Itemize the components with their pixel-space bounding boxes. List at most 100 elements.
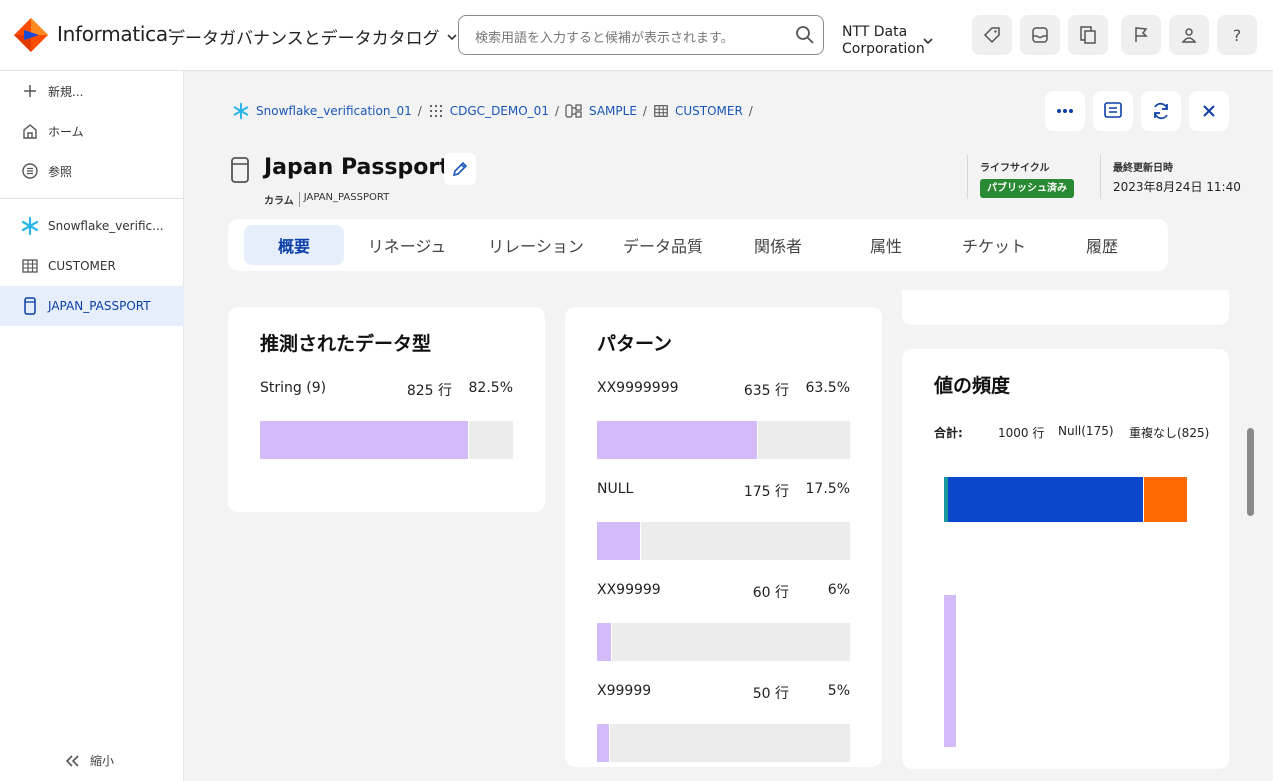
scrolled-card [902,290,1229,325]
pattern-bar-fill [597,522,642,560]
help-icon: ? [1232,25,1242,45]
breadcrumb-separator: / [554,104,559,118]
tab-attributes[interactable]: 属性 [869,237,902,256]
flag-button[interactable] [1121,15,1161,55]
tab-bar: 概要 リネージュ リレーション データ品質 関係者 属性 チケット 履歴 [228,219,1168,271]
pattern-bar-track [597,522,850,560]
breadcrumb-separator: / [748,104,753,118]
inferred-type-card: 推測されたデータ型 String (9) 825 行 82.5% [228,307,545,512]
null-segment[interactable] [944,477,948,522]
chevron-down-icon[interactable] [922,36,934,46]
breadcrumb-link[interactable]: CUSTOMER [674,104,743,118]
breadcrumb-link[interactable]: CDGC_DEMO_01 [449,104,549,118]
sidebar-item-label: 参照 [48,164,73,179]
type-count: 825 行 [406,383,452,399]
frequency-bar[interactable] [944,595,956,747]
card-title: パターン [597,333,673,355]
list-circle-icon [20,161,40,181]
tag-icon [983,27,1000,44]
edit-title-button[interactable] [444,153,476,185]
tab-history[interactable]: 履歴 [1085,237,1118,256]
pattern-percent: 6% [827,582,850,598]
total-label: 合計: [934,426,963,440]
snowflake-icon [233,102,249,120]
distinct-count: 重複なし(825) [1129,426,1210,440]
sidebar-item-snowflake[interactable]: Snowflake_verific... [0,206,184,246]
collapse-label: 縮小 [90,754,115,768]
sidebar-item-label: JAPAN_PASSPORT [48,299,151,313]
sidebar-item-home[interactable]: ホーム [0,111,184,151]
sidebar-item-label: ホーム [48,124,84,139]
more-actions-button[interactable] [1045,91,1085,131]
tab-data-quality[interactable]: データ品質 [622,237,703,256]
grid-dots-icon [429,104,442,118]
null-count: Null(175) [1058,424,1114,438]
type-bar-fill [260,421,469,459]
breadcrumb-separator: / [417,104,422,118]
user-button[interactable] [1169,15,1209,55]
informatica-logo[interactable] [12,16,50,54]
search-icon[interactable] [795,25,815,45]
tab-lineage[interactable]: リネージュ [367,237,447,256]
tag-button[interactable] [972,15,1012,55]
table-icon [654,105,668,117]
pattern-label: XX99999 [597,582,661,598]
pattern-label: XX9999999 [597,380,679,396]
search-input[interactable]: 検索用語を入力すると候補が表示されます。 [458,15,824,55]
pattern-bar-track [597,421,850,459]
sidebar-item-customer[interactable]: CUSTOMER [0,246,184,286]
breadcrumb: Snowflake_verification_01 / CDGC_DEMO_01… [232,102,753,120]
refresh-button[interactable] [1141,91,1181,131]
search-placeholder: 検索用語を入力すると候補が表示されます。 [475,31,734,46]
asset-type-label: カラム [264,192,300,207]
tab-tickets[interactable]: チケット [961,237,1026,256]
pattern-bar-fill [597,623,613,661]
lifecycle-label: ライフサイクル [980,163,1050,174]
tab-relations[interactable]: リレーション [488,237,584,256]
help-button[interactable]: ? [1217,15,1257,55]
collapse-button[interactable]: 縮小 [64,752,114,769]
sidebar-item-label: 新規... [48,84,84,99]
more-horizontal-icon [1057,109,1073,113]
scrollbar-thumb[interactable] [1247,428,1254,516]
sidebar-item-browse[interactable]: 参照 [0,151,184,191]
org-name-line1: NTT Data [842,24,908,40]
sidebar-item-label: Snowflake_verific... [48,219,164,233]
column-icon [20,296,40,316]
column-icon [231,157,249,183]
plus-icon [20,81,40,101]
value-frequency-card: 値の頻度 合計: 1000 行 Null(175) 重複なし(825) [902,349,1229,769]
updated-label: 最終更新日時 [1113,163,1173,174]
brand-name: Informatica• [57,22,173,46]
value-segment[interactable] [948,477,1143,522]
pattern-percent: 5% [827,683,850,699]
app-switcher[interactable]: データガバナンスとデータカタログ [168,24,458,49]
updated-value: 2023年8月24日 11:40 [1113,180,1241,194]
copy-button[interactable] [1068,15,1108,55]
sidebar-item-label: CUSTOMER [48,259,116,273]
sidebar-divider [0,198,184,199]
sidebar-item-japan-passport[interactable]: JAPAN_PASSPORT [0,286,184,326]
asset-type: カラム JAPAN_PASSPORT [264,192,389,207]
schema-icon [565,104,582,118]
meta-divider [1100,155,1101,199]
other-segment[interactable] [1144,477,1187,522]
breadcrumb-link[interactable]: Snowflake_verification_01 [256,104,412,118]
pattern-bar-track [597,623,850,661]
user-icon [1181,28,1197,43]
patterns-card: パターン XX9999999 635 行 63.5% NULL 175 行 17… [565,307,882,767]
pattern-label: NULL [597,481,634,497]
inbox-button[interactable] [1020,15,1060,55]
comments-button[interactable] [1093,91,1133,131]
org-switcher[interactable]: NTT Data Corporation [842,24,925,58]
tab-overview[interactable]: 概要 [244,225,344,265]
sidebar-item-new[interactable]: 新規... [0,71,184,111]
type-bar-track [260,421,513,459]
status-badge: パブリッシュ済み [980,179,1074,198]
top-bar: Informatica• データガバナンスとデータカタログ 検索用語を入力すると… [0,0,1273,71]
close-button[interactable] [1189,91,1229,131]
comment-icon [1104,102,1122,118]
pattern-count: 60 行 [752,585,789,601]
breadcrumb-link[interactable]: SAMPLE [589,104,637,118]
tab-stakeholders[interactable]: 関係者 [753,237,802,256]
